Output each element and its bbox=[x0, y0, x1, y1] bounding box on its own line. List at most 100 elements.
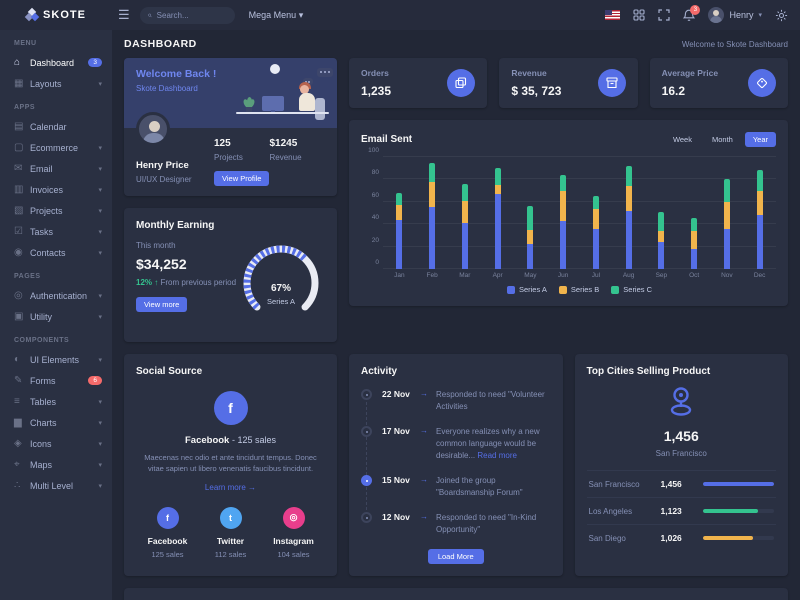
range-button-year[interactable]: Year bbox=[744, 132, 776, 147]
stacked-bar[interactable] bbox=[756, 170, 763, 269]
stacked-bar[interactable] bbox=[396, 192, 403, 269]
welcome-illustration bbox=[228, 64, 333, 124]
x-axis-label: Jun bbox=[557, 272, 569, 279]
stacked-bar[interactable] bbox=[461, 183, 468, 269]
bar-group-oct bbox=[678, 157, 711, 269]
ecommerce-icon: ▢ bbox=[14, 142, 24, 153]
bar-segment-series-c bbox=[625, 165, 632, 187]
bar-segment-series-c bbox=[691, 217, 698, 231]
bar-segment-series-b bbox=[396, 205, 403, 220]
stacked-bar[interactable] bbox=[429, 162, 436, 269]
fullscreen-button[interactable] bbox=[658, 9, 671, 21]
sidebar-item-charts[interactable]: ▆ Charts ▾ bbox=[0, 412, 112, 433]
projects-label: Projects bbox=[214, 153, 243, 162]
bar-group-apr bbox=[481, 157, 514, 269]
topbar-search[interactable] bbox=[139, 6, 235, 24]
timeline-dot-icon bbox=[361, 426, 372, 437]
sidebar-item-layouts[interactable]: ▦ Layouts ▾ bbox=[0, 73, 112, 94]
stacked-bar[interactable] bbox=[723, 179, 730, 269]
sidebar-item-authentication[interactable]: ◎ Authentication ▾ bbox=[0, 285, 112, 306]
sidebar-item-dashboard[interactable]: ⌂ Dashboard 3 bbox=[0, 52, 112, 73]
sidebar-item-label: Contacts bbox=[30, 247, 66, 258]
bar-segment-series-c bbox=[723, 179, 730, 202]
sidebar-item-calendar[interactable]: ▤ Calendar bbox=[0, 116, 112, 137]
bar-segment-series-a bbox=[429, 207, 436, 269]
apps-grid-button[interactable] bbox=[633, 9, 646, 21]
bar-segment-series-b bbox=[560, 190, 567, 221]
sidebar-item-ui-elements[interactable]: ◐ UI Elements ▾ bbox=[0, 349, 112, 370]
mega-menu-button[interactable]: Mega Menu ▾ bbox=[248, 9, 304, 20]
bar-segment-series-b bbox=[461, 200, 468, 224]
sidebar-badge: 6 bbox=[88, 376, 102, 385]
settings-button[interactable] bbox=[775, 9, 788, 22]
stacked-bar[interactable] bbox=[691, 217, 698, 269]
learn-more-link[interactable]: Learn more → bbox=[204, 482, 257, 492]
social-item-twitter[interactable]: t Twitter 112 sales bbox=[199, 506, 262, 559]
sidebar-item-maps[interactable]: ⌖ Maps ▾ bbox=[0, 454, 112, 475]
sidebar-item-multi-level[interactable]: ∴ Multi Level ▾ bbox=[0, 475, 112, 496]
social-item-sales: 104 sales bbox=[277, 549, 310, 559]
city-progress-track bbox=[702, 482, 774, 486]
y-axis-tick: 60 bbox=[371, 191, 379, 199]
city-progress-fill bbox=[702, 536, 753, 540]
stacked-bar[interactable] bbox=[560, 174, 567, 269]
range-button-month[interactable]: Month bbox=[704, 132, 741, 147]
sidebar-item-tasks[interactable]: ☑ Tasks ▾ bbox=[0, 221, 112, 242]
city-row-los-angeles: Los Angeles 1,123 bbox=[586, 497, 776, 524]
view-profile-button[interactable]: View Profile bbox=[214, 171, 270, 186]
fullscreen-icon bbox=[658, 9, 671, 21]
bar-group-mar bbox=[449, 157, 482, 269]
timeline-dot-icon bbox=[361, 475, 372, 486]
range-button-week[interactable]: Week bbox=[665, 132, 700, 147]
view-more-button[interactable]: View more bbox=[136, 297, 188, 312]
stacked-bar[interactable] bbox=[494, 168, 501, 269]
social-item-instagram[interactable]: ◎ Instagram 104 sales bbox=[262, 506, 325, 559]
y-axis-tick: 80 bbox=[371, 169, 379, 177]
stacked-bar[interactable] bbox=[625, 165, 632, 269]
revenue-amount: $1245 bbox=[269, 138, 298, 149]
language-flag-button[interactable] bbox=[605, 10, 621, 20]
earning-amount: $34,252 bbox=[136, 256, 187, 272]
top-city-name: San Francisco bbox=[655, 449, 707, 458]
x-axis-label: May bbox=[524, 272, 537, 279]
monthly-earning-card: Monthly Earning This month $34,252 12% ↑… bbox=[124, 208, 337, 342]
sidebar-section-label: PAGES bbox=[14, 273, 41, 280]
sidebar-item-invoices[interactable]: ▥ Invoices ▾ bbox=[0, 179, 112, 200]
chart-gridline bbox=[383, 156, 776, 157]
sidebar-item-label: Layouts bbox=[30, 78, 62, 89]
activity-date: 17 Nov bbox=[382, 426, 410, 436]
x-axis-label: Oct bbox=[689, 272, 700, 279]
sidebar-item-icons[interactable]: ◈ Icons ▾ bbox=[0, 433, 112, 454]
menu-toggle-icon[interactable]: ☰ bbox=[118, 7, 130, 22]
welcome-title: Welcome Back ! bbox=[136, 68, 217, 80]
sidebar-item-utility[interactable]: ▣ Utility ▾ bbox=[0, 306, 112, 327]
twitter-icon: t bbox=[219, 506, 242, 529]
sidebar-item-email[interactable]: ✉ Email ▾ bbox=[0, 158, 112, 179]
social-item-facebook[interactable]: f Facebook 125 sales bbox=[136, 506, 199, 559]
earning-gauge-chart: 67% Series A bbox=[237, 239, 325, 330]
sidebar-item-tables[interactable]: ≡ Tables ▾ bbox=[0, 391, 112, 412]
city-progress-track bbox=[702, 509, 774, 513]
read-more-link[interactable]: Read more bbox=[477, 451, 517, 460]
stacked-bar[interactable] bbox=[592, 196, 599, 269]
app-logo[interactable]: SKOTE bbox=[0, 0, 112, 30]
social-highlight: Facebook - 125 sales bbox=[184, 435, 277, 446]
notifications-button[interactable]: 3 bbox=[683, 4, 701, 22]
bar-segment-series-b bbox=[625, 186, 632, 211]
sidebar-item-ecommerce[interactable]: ▢ Ecommerce ▾ bbox=[0, 137, 112, 158]
sidebar-item-forms[interactable]: ✎ Forms 6 bbox=[0, 370, 112, 391]
tables-icon: ≡ bbox=[14, 396, 20, 407]
search-input[interactable] bbox=[156, 10, 227, 20]
load-more-button[interactable]: Load More bbox=[427, 549, 484, 564]
social-item-name: Facebook bbox=[147, 535, 188, 546]
user-menu[interactable]: Henry ▾ bbox=[708, 7, 762, 23]
sidebar-item-contacts[interactable]: ◉ Contacts ▾ bbox=[0, 242, 112, 263]
city-row-san-diego: San Diego 1,026 bbox=[586, 524, 776, 551]
sidebar-item-projects[interactable]: ▧ Projects ▾ bbox=[0, 200, 112, 221]
cities-table: San Francisco 1,456 Los Angeles 1,123 San Di… bbox=[586, 470, 776, 551]
x-axis-label: Apr bbox=[492, 272, 503, 279]
profile-name: Henry Price bbox=[136, 160, 189, 171]
stacked-bar[interactable] bbox=[527, 206, 534, 269]
sidebar-item-label: Email bbox=[30, 163, 53, 174]
stacked-bar[interactable] bbox=[658, 211, 665, 269]
